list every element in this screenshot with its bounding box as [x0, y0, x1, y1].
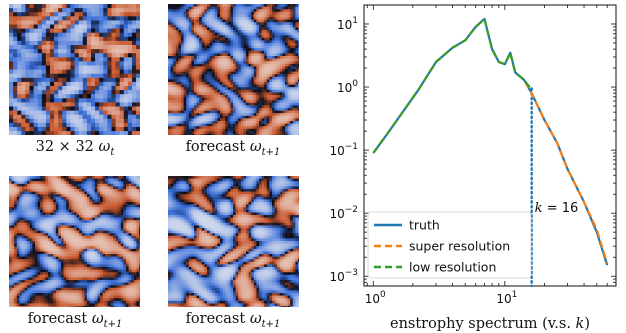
panel-caption: forecast ωt+1 — [185, 311, 281, 330]
field-panel-low-res — [9, 4, 140, 135]
smooth-vorticity-field — [9, 176, 140, 307]
smooth-vorticity-field — [168, 176, 299, 307]
tick-label: 101 — [337, 16, 358, 32]
tick-label: 10−1 — [329, 142, 358, 158]
plot-frame — [363, 4, 617, 287]
x-axis-label: enstrophy spectrum (v.s. k) — [390, 316, 590, 332]
field-panel-forecast — [168, 176, 299, 307]
tick-label: 100 — [365, 290, 386, 306]
field-panel-forecast — [9, 176, 140, 307]
panel-caption: forecast ωt+1 — [185, 139, 281, 158]
field-panel-forecast — [168, 4, 299, 135]
tick-label: 101 — [496, 290, 517, 306]
tick-label: 100 — [337, 79, 358, 95]
legend-label: truth — [409, 218, 440, 233]
pixelated-vorticity-field — [9, 4, 140, 135]
enstrophy-spectrum-chart: 100 101 10−3 10−2 10−1 100 101 truth super reso… — [329, 4, 617, 332]
panel-caption: forecast ωt+1 — [27, 311, 123, 330]
tick-label: 10−3 — [329, 268, 358, 284]
cutoff-label: k = 16 — [535, 201, 579, 216]
tick-label: 10−2 — [329, 205, 358, 221]
legend-label: super resolution — [409, 239, 510, 254]
panel-caption: 32 × 32 ωt — [35, 139, 115, 158]
legend: truth super resolution low resolution — [367, 211, 532, 279]
smooth-vorticity-field — [168, 4, 299, 135]
legend-box — [367, 211, 532, 279]
series-line-3 — [372, 17, 533, 154]
legend-label: low resolution — [409, 260, 496, 275]
